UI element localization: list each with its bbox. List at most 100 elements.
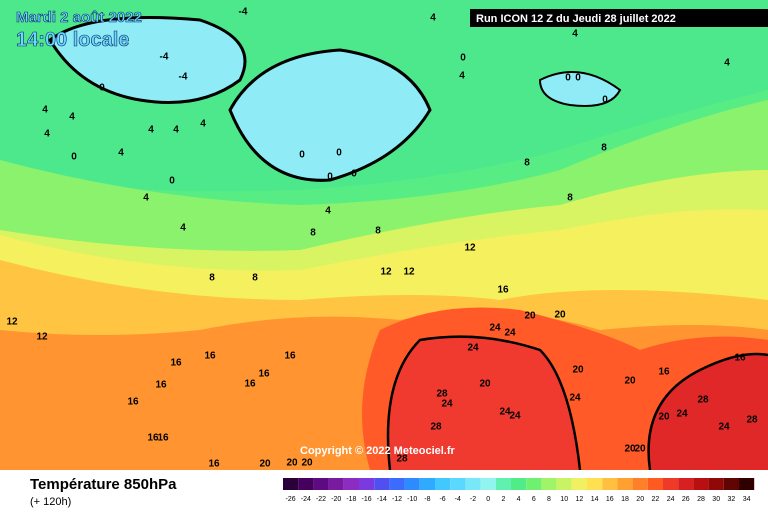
- contour-label: 0: [460, 53, 466, 64]
- contour-label: 0: [99, 83, 105, 94]
- scale-label: 4: [517, 496, 521, 503]
- contour-label: 4: [459, 71, 465, 82]
- scale-label: -10: [407, 496, 417, 503]
- scale-label: -24: [301, 496, 311, 503]
- copyright: Copyright © 2022 Meteociel.fr: [300, 445, 456, 457]
- contour-label: 20: [572, 365, 584, 376]
- scale-label: -18: [346, 496, 356, 503]
- contour-label: 0: [71, 152, 77, 163]
- contour-label: 4: [69, 112, 75, 123]
- valid-time: 14:00 locale: [16, 29, 129, 51]
- contour-label: 4: [572, 29, 578, 40]
- scale-swatch: [602, 478, 618, 490]
- contour-label: 20: [286, 458, 298, 469]
- scale-swatch: [283, 478, 299, 490]
- scale-label: 18: [621, 496, 629, 503]
- scale-swatch: [693, 478, 709, 490]
- scale-swatch: [298, 478, 314, 490]
- contour-label: 16: [157, 433, 169, 444]
- scale-swatch: [617, 478, 633, 490]
- scale-swatch: [511, 478, 527, 490]
- scale-swatch: [450, 478, 466, 490]
- zone-26: [648, 354, 768, 470]
- contour-label: 16: [284, 351, 296, 362]
- contour-label: 16: [208, 459, 220, 470]
- scale-label: 20: [636, 496, 644, 503]
- contour-label: 28: [746, 415, 758, 426]
- cold-zone-0: [228, 48, 432, 182]
- scale-swatch: [708, 478, 724, 490]
- scale-label: 6: [532, 496, 536, 503]
- contour-label: -4: [160, 52, 169, 63]
- lead-time: (+ 120h): [30, 496, 71, 508]
- contour-label: 16: [170, 358, 182, 369]
- scale-label: 10: [560, 496, 568, 503]
- scale-label: 14: [591, 496, 599, 503]
- contour-label: 4: [173, 125, 179, 136]
- scale-label: 28: [697, 496, 705, 503]
- scale-swatch: [723, 478, 739, 490]
- scale-swatch: [374, 478, 390, 490]
- scale-swatch: [526, 478, 542, 490]
- contour-label: 24: [676, 409, 688, 420]
- scale-swatch: [343, 478, 359, 490]
- scale-label: -22: [316, 496, 326, 503]
- scale-label: 22: [652, 496, 660, 503]
- contour-label: 16: [204, 351, 216, 362]
- contour-label: 20: [524, 311, 536, 322]
- contour-label: 20: [301, 458, 313, 469]
- contour-label: 24: [467, 343, 479, 354]
- contour-label: 28: [430, 422, 442, 433]
- contour-label: 12: [36, 332, 48, 343]
- zone-24: [388, 336, 580, 470]
- scale-swatch: [495, 478, 511, 490]
- contour-label: 0: [351, 169, 357, 180]
- scale-label: -6: [439, 496, 445, 503]
- contour-label: 20: [624, 444, 636, 455]
- contour-label: 16: [127, 397, 139, 408]
- scale-label: -20: [331, 496, 341, 503]
- scale-label: 26: [682, 496, 690, 503]
- contour-label: 4: [42, 105, 48, 116]
- contour-label: 8: [209, 273, 215, 284]
- scale-swatch: [359, 478, 375, 490]
- contour-label: 8: [310, 228, 316, 239]
- scale-label: 16: [606, 496, 614, 503]
- contour-label: 0: [602, 95, 608, 106]
- contour-label: 20: [658, 412, 670, 423]
- contour-label: 16: [658, 367, 670, 378]
- run-box: [470, 9, 768, 27]
- contour-label: 12: [464, 243, 476, 254]
- scale-swatch: [404, 478, 420, 490]
- contour-label: 4: [430, 13, 436, 24]
- scale-swatch: [663, 478, 679, 490]
- scale-swatch: [328, 478, 344, 490]
- scale-label: -2: [470, 496, 476, 503]
- contour-label: 4: [44, 129, 50, 140]
- contour-label: 4: [724, 58, 730, 69]
- contour-label: 16: [497, 285, 509, 296]
- contour-label: 4: [118, 148, 124, 159]
- contour-label: 0: [565, 73, 571, 84]
- scale-swatch: [739, 478, 755, 490]
- scale-label: 32: [728, 496, 736, 503]
- contour-label: 8: [524, 158, 530, 169]
- contour-label: 20: [624, 376, 636, 387]
- contour-label: 12: [380, 267, 392, 278]
- contour-24-east: [647, 352, 768, 471]
- valid-date: Mardi 2 août 2022: [16, 9, 142, 26]
- contour-label: 0: [299, 150, 305, 161]
- scale-swatch: [541, 478, 557, 490]
- run-info: Run ICON 12 Z du Jeudi 28 juillet 2022: [476, 13, 676, 25]
- scale-label: -26: [286, 496, 296, 503]
- contour-label: 0: [336, 148, 342, 159]
- cold-zone-greenland: [48, 16, 247, 104]
- contour-label: 16: [155, 380, 167, 391]
- contour-label: 4: [200, 119, 206, 130]
- scale-swatch: [389, 478, 405, 490]
- scale-label: -8: [424, 496, 430, 503]
- contour-label: -4: [179, 72, 188, 83]
